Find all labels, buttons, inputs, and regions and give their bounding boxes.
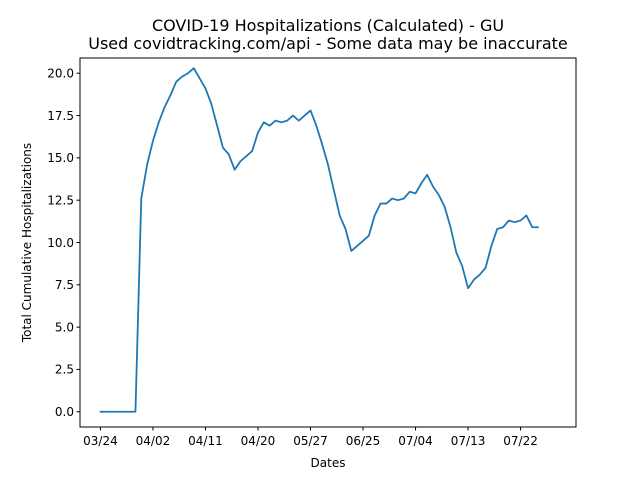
- y-tick-label: 0.0: [55, 405, 74, 419]
- x-tick-label: 06/25: [346, 434, 381, 448]
- plot-area: [99, 67, 539, 413]
- x-axis: 03/24 04/02 04/11 04/20 05/27 06/25 07/04 07/13…: [83, 427, 538, 448]
- y-tick-label: 17.5: [47, 109, 74, 123]
- y-axis-label: Total Cumulative Hospitalizations: [20, 143, 34, 343]
- y-tick-label: 10.0: [47, 236, 74, 250]
- x-tick-label: 04/11: [188, 434, 223, 448]
- y-tick-label: 5.0: [55, 320, 74, 334]
- y-tick-label: 7.5: [55, 278, 74, 292]
- y-tick-label: 20.0: [47, 67, 74, 81]
- y-tick-label: 15.0: [47, 151, 74, 165]
- y-tick-label: 2.5: [55, 363, 74, 377]
- x-tick-label: 04/20: [241, 434, 276, 448]
- x-tick-label: 03/24: [83, 434, 118, 448]
- x-tick-label: 05/27: [293, 434, 328, 448]
- x-tick-label: 07/13: [451, 434, 486, 448]
- y-tick-label: 12.5: [47, 193, 74, 207]
- x-tick-label: 07/22: [503, 434, 538, 448]
- series-line: [99, 67, 539, 413]
- x-axis-label: Dates: [311, 456, 346, 470]
- chart-title: COVID-19 Hospitalizations (Calculated) -…: [152, 16, 504, 35]
- chart-subtitle: Used covidtracking.com/api - Some data m…: [88, 34, 568, 53]
- x-tick-label: 04/02: [136, 434, 171, 448]
- plot-frame: [79, 57, 577, 428]
- x-tick-label: 07/04: [398, 434, 433, 448]
- y-axis: 0.0 2.5 5.0 7.5 10.0 12.5 15.0 17.5 20.0: [47, 67, 80, 419]
